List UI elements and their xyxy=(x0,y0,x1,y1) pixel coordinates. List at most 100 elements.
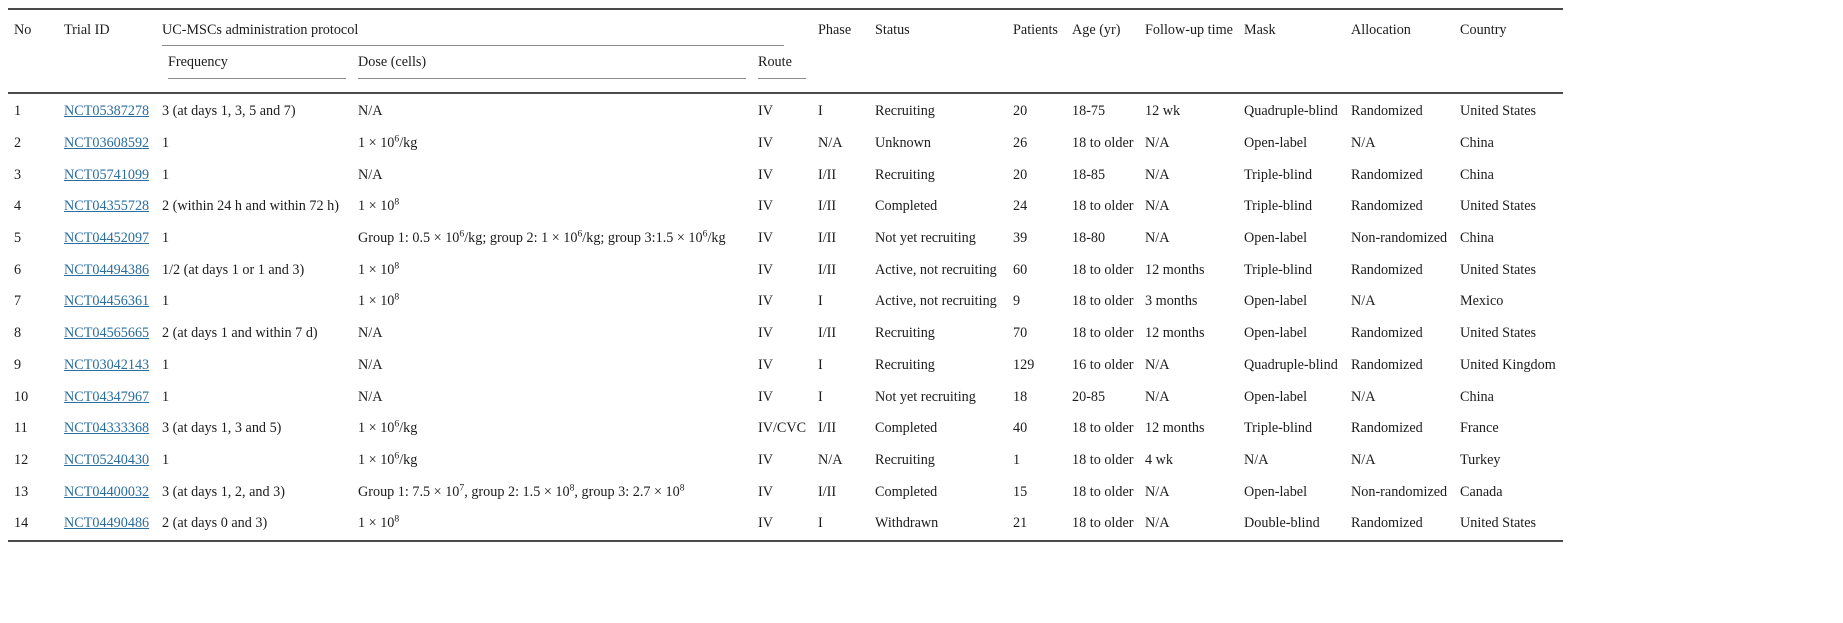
cell-no: 6 xyxy=(14,261,22,278)
cell-followup: N/A xyxy=(1145,230,1170,247)
cell-followup: 12 months xyxy=(1145,420,1205,437)
cell-phase: N/A xyxy=(818,135,843,152)
cell-trial-id: NCT05387278 xyxy=(64,93,162,128)
cell-allocation: Randomized xyxy=(1351,420,1423,437)
cell-allocation: Randomized xyxy=(1351,261,1423,278)
cell-no: 7 xyxy=(14,293,22,310)
cell-followup: N/A xyxy=(1145,483,1170,500)
cell-status: Not yet recruiting xyxy=(875,230,976,247)
table-body: 1 NCT05387278 3 (at days 1, 3, 5 and 7) … xyxy=(8,93,1563,541)
trial-id-link[interactable]: NCT05240430 xyxy=(64,451,150,468)
trial-id-link[interactable]: NCT03042143 xyxy=(64,356,150,373)
cell-phase: I/II xyxy=(818,166,837,183)
col-header-patients-label: Patients xyxy=(1013,22,1058,38)
cell-age: 18 to older xyxy=(1072,325,1134,342)
cell-frequency: 2 (at days 1 and within 7 d) xyxy=(162,325,318,342)
col-header-status-label: Status xyxy=(875,22,910,38)
cell-route: IV xyxy=(758,388,773,405)
cell-patients: 26 xyxy=(1013,135,1028,152)
cell-phase: N/A xyxy=(818,451,843,468)
cell-phase: I xyxy=(818,293,823,310)
col-header-dose-label: Dose (cells) xyxy=(358,54,746,79)
cell-country: Turkey xyxy=(1460,451,1501,468)
trial-id-link[interactable]: NCT04347967 xyxy=(64,388,150,405)
trial-id-link[interactable]: NCT04452097 xyxy=(64,230,150,247)
cell-followup: 3 months xyxy=(1145,293,1198,310)
cell-status: Recruiting xyxy=(875,451,935,468)
cell-allocation: Randomized xyxy=(1351,356,1423,373)
cell-patients: 40 xyxy=(1013,420,1028,437)
cell-followup: 4 wk xyxy=(1145,451,1173,468)
trial-id-link[interactable]: NCT05387278 xyxy=(64,103,150,120)
table-row: 5 NCT04452097 1 Group 1: 0.5 × 106/kg; g… xyxy=(8,223,1563,255)
trial-id-link[interactable]: NCT04400032 xyxy=(64,483,150,500)
cell-age: 18-80 xyxy=(1072,230,1106,247)
cell-allocation: Randomized xyxy=(1351,515,1423,532)
cell-phase: I xyxy=(818,356,823,373)
cell-followup: 12 months xyxy=(1145,261,1205,278)
cell-frequency: 2 (within 24 h and within 72 h) xyxy=(162,198,339,215)
cell-mask: Open-label xyxy=(1244,293,1308,310)
cell-patients: 60 xyxy=(1013,261,1028,278)
cell-no: 10 xyxy=(14,388,29,405)
col-header-allocation: Allocation xyxy=(1351,9,1460,93)
cell-mask: Double-blind xyxy=(1244,515,1320,532)
cell-trial-id: NCT04355728 xyxy=(64,191,162,223)
trial-id-link[interactable]: NCT04333368 xyxy=(64,420,150,437)
cell-mask: Open-label xyxy=(1244,135,1308,152)
cell-dose: 1 × 106/kg xyxy=(358,418,418,437)
cell-trial-id: NCT04494386 xyxy=(64,254,162,286)
cell-patients: 21 xyxy=(1013,515,1028,532)
col-header-country-label: Country xyxy=(1460,22,1507,38)
cell-patients: 39 xyxy=(1013,230,1028,247)
table-row: 1 NCT05387278 3 (at days 1, 3, 5 and 7) … xyxy=(8,93,1563,128)
trial-id-link[interactable]: NCT05741099 xyxy=(64,166,150,183)
col-header-age: Age (yr) xyxy=(1072,9,1145,93)
cell-trial-id: NCT04347967 xyxy=(64,381,162,413)
table-row: 13 NCT04400032 3 (at days 1, 2, and 3) G… xyxy=(8,476,1563,508)
cell-status: Completed xyxy=(875,483,938,500)
table-row: 12 NCT05240430 1 1 × 106/kg IV N/A Recru… xyxy=(8,445,1563,477)
cell-no: 12 xyxy=(14,451,29,468)
cell-status: Recruiting xyxy=(875,356,935,373)
cell-country: United States xyxy=(1460,515,1537,532)
col-header-protocol-group-label: UC-MSCs administration protocol xyxy=(162,22,785,46)
cell-status: Recruiting xyxy=(875,166,935,183)
cell-patients: 18 xyxy=(1013,388,1028,405)
trial-id-link[interactable]: NCT04355728 xyxy=(64,198,150,215)
table-row: 6 NCT04494386 1/2 (at days 1 or 1 and 3)… xyxy=(8,254,1563,286)
cell-route: IV xyxy=(758,483,773,500)
table-header: No Trial ID UC-MSCs administration proto… xyxy=(8,9,1564,93)
cell-frequency: 2 (at days 0 and 3) xyxy=(162,515,268,532)
cell-country: United States xyxy=(1460,261,1537,278)
cell-age: 18 to older xyxy=(1072,420,1134,437)
cell-country: United States xyxy=(1460,325,1537,342)
cell-mask: Open-label xyxy=(1244,483,1308,500)
cell-allocation: N/A xyxy=(1351,135,1376,152)
cell-country: China xyxy=(1460,166,1494,183)
clinical-trials-table: No Trial ID UC-MSCs administration proto… xyxy=(8,8,1564,542)
cell-age: 18 to older xyxy=(1072,261,1134,278)
cell-country: France xyxy=(1460,420,1499,437)
cell-allocation: Randomized xyxy=(1351,325,1423,342)
cell-patients: 20 xyxy=(1013,103,1028,120)
col-header-protocol-group: UC-MSCs administration protocol xyxy=(162,9,818,46)
cell-mask: Triple-blind xyxy=(1244,166,1313,183)
cell-patients: 129 xyxy=(1013,356,1035,373)
trial-id-link[interactable]: NCT04565665 xyxy=(64,325,150,342)
cell-dose: 1 × 106/kg xyxy=(358,133,418,152)
trial-id-link[interactable]: NCT04494386 xyxy=(64,261,150,278)
trial-id-link[interactable]: NCT04490486 xyxy=(64,515,150,532)
cell-status: Completed xyxy=(875,420,938,437)
trial-id-link[interactable]: NCT04456361 xyxy=(64,293,150,310)
cell-status: Recruiting xyxy=(875,325,935,342)
cell-route: IV xyxy=(758,198,773,215)
cell-trial-id: NCT04565665 xyxy=(64,318,162,350)
table-row: 9 NCT03042143 1 N/A IV I Recruiting 129 … xyxy=(8,350,1563,382)
col-header-country: Country xyxy=(1460,9,1563,93)
cell-frequency: 1/2 (at days 1 or 1 and 3) xyxy=(162,261,305,278)
trial-id-link[interactable]: NCT03608592 xyxy=(64,135,150,152)
cell-mask: Quadruple-blind xyxy=(1244,103,1338,120)
cell-no: 3 xyxy=(14,166,22,183)
